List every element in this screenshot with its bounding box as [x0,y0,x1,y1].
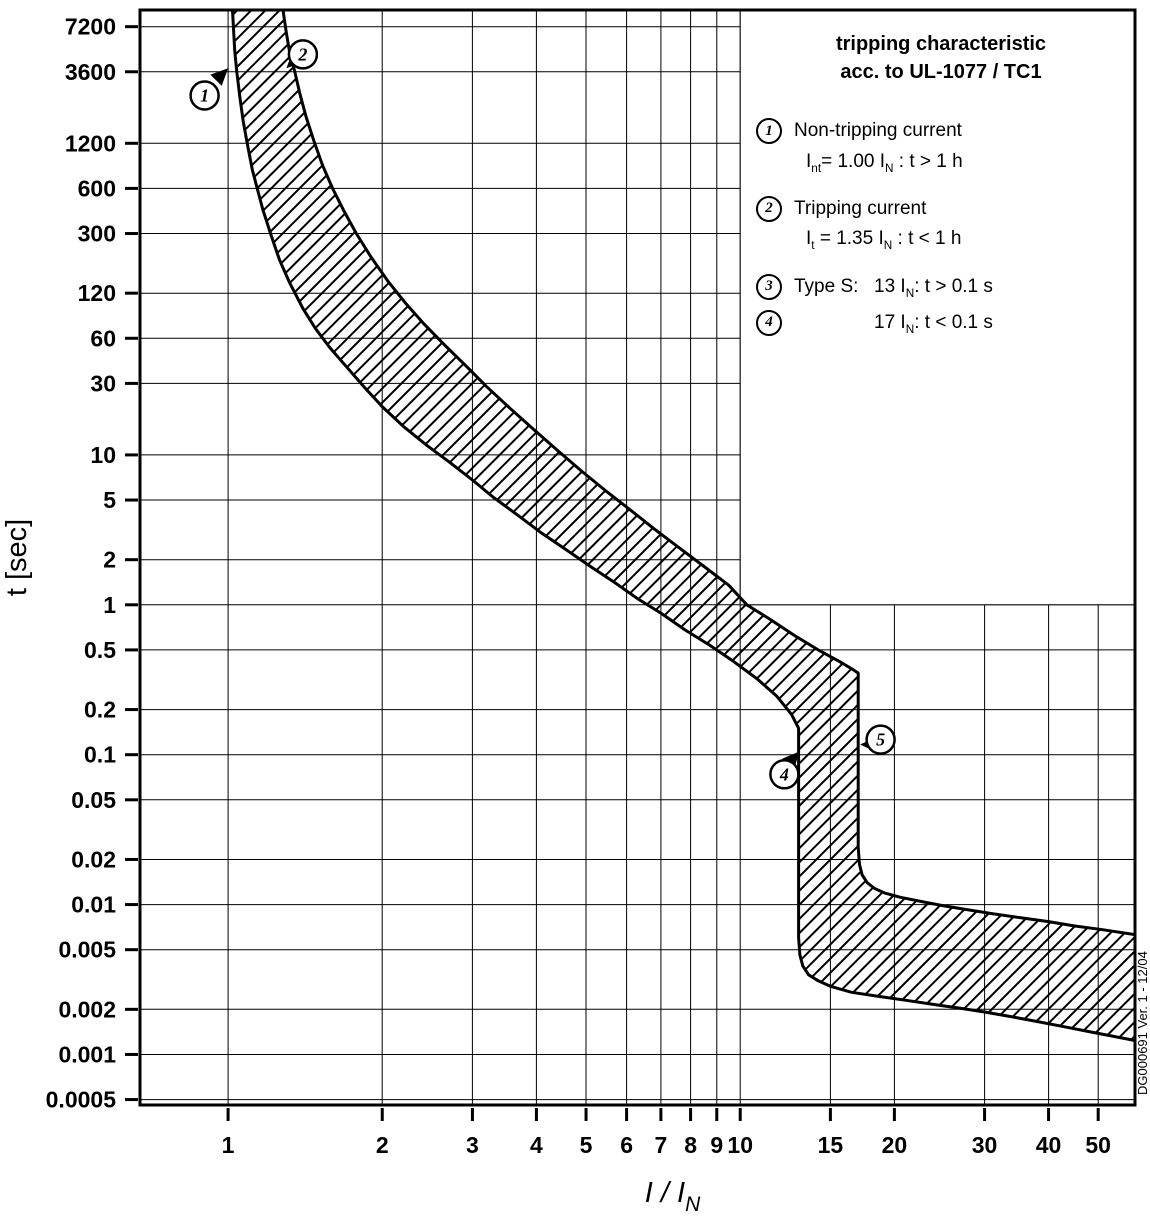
legend-item-label [794,311,874,337]
x-tick-label: 2 [376,1132,389,1158]
marker-pointer [210,68,229,86]
band-lower-boundary [231,9,1136,1042]
y-tick-label: 1 [103,592,116,618]
legend-item-number: 3 [756,273,782,300]
y-tick-label: 0.01 [71,892,116,918]
band-upper-boundary [281,9,1136,937]
legend-item-formula: Int= 1.00 IN : t > 1 h [806,150,963,175]
x-tick-label: 3 [466,1132,479,1158]
legend-item-number: 4 [756,309,782,336]
x-tick-label: 40 [1036,1132,1062,1158]
x-tick-label: 10 [727,1132,753,1158]
tripping-band [232,10,1135,1041]
plot-border [138,8,1137,1107]
x-tick-label: 6 [620,1132,633,1158]
x-tick-label: 20 [882,1132,908,1158]
y-tick-label: 120 [78,280,116,306]
marker-4: 4 [769,751,800,790]
legend-title-line2: acc. to UL-1077 / TC1 [840,61,1042,83]
y-tick-label: 300 [78,221,116,247]
legend-item: 2 Tripping current It = 1.35 IN : t < 1 h [756,195,1130,254]
marker-number: 2 [297,44,307,64]
y-tick-label: 0.005 [58,937,116,963]
x-tick-label: 15 [818,1132,844,1158]
legend-item: 3 Type S: 13 IN: t > 0.1 s [756,273,1130,301]
y-tick-label: 0.5 [84,637,116,663]
legend-item: 4 17 IN: t < 0.1 s [756,309,1130,337]
legend-items: 1 Non-tripping current Int= 1.00 IN : t > … [752,118,1130,337]
y-tick-label: 0.02 [71,846,116,872]
x-tick-label: 7 [654,1132,667,1158]
y-tick-label: 0.2 [84,697,116,723]
marker-circle [769,759,800,790]
x-tick-label: 9 [710,1132,723,1158]
y-tick-label: 600 [78,175,116,201]
y-tick-label: 0.05 [71,787,116,813]
x-tick-label: 50 [1085,1132,1111,1158]
chart-legend: tripping characteristic acc. to UL-1077 … [752,30,1130,346]
y-tick-label: 3600 [65,59,116,85]
legend-item-formula: It = 1.35 IN : t < 1 h [806,228,962,253]
y-tick-label: 2 [103,547,116,573]
y-tick-label: 7200 [65,14,116,40]
legend-item-value: 17 IN: t < 0.1 s [874,311,993,336]
y-tick-label: 10 [90,442,116,468]
marker-2: 2 [286,39,319,70]
x-axis-label: I / IN [645,1177,701,1216]
legend-item-label: Type S: [794,275,859,297]
legend-title-line1: tripping characteristic [835,33,1047,55]
y-tick-label: 5 [103,487,116,513]
doc-number: DG000691 Ver. 1 - 12/04 [1135,951,1150,1095]
legend-item-title: Tripping current [794,197,927,219]
legend-item-title: Non-tripping current [794,120,962,141]
legend-panel [740,10,1135,605]
legend-item: 1 Non-tripping current Int= 1.00 IN : t > … [756,118,1130,176]
axis-ticks: 7200360012006003001206030105210.50.20.10… [46,14,1111,1158]
y-tick-label: 1200 [65,130,116,156]
y-tick-label: 30 [90,370,116,396]
marker-number: 4 [779,764,789,784]
legend-item-value: 13 IN: t > 0.1 s [874,275,993,300]
y-tick-label: 0.001 [58,1041,116,1067]
marker-circle [287,39,319,70]
marker-circle [865,724,896,755]
y-tick-label: 0.0005 [46,1087,117,1113]
x-tick-label: 1 [222,1132,235,1158]
marker-circle [189,80,220,111]
marker-number: 5 [876,730,885,750]
legend-item-number: 1 [756,118,782,144]
y-axis-label: t [sec] [1,519,33,596]
x-tick-label: 8 [684,1132,697,1158]
x-tick-label: 4 [530,1132,543,1158]
x-tick-label: 30 [972,1132,998,1158]
marker-number: 1 [200,86,209,106]
legend-title: tripping characteristic acc. to UL-1077 … [752,30,1130,86]
marker-5: 5 [860,724,896,755]
marker-1: 1 [189,68,229,111]
y-tick-label: 0.002 [58,996,116,1022]
y-tick-label: 0.1 [84,742,116,768]
x-tick-label: 5 [580,1132,593,1158]
legend-item-number: 2 [756,195,782,222]
y-tick-label: 60 [90,325,116,351]
